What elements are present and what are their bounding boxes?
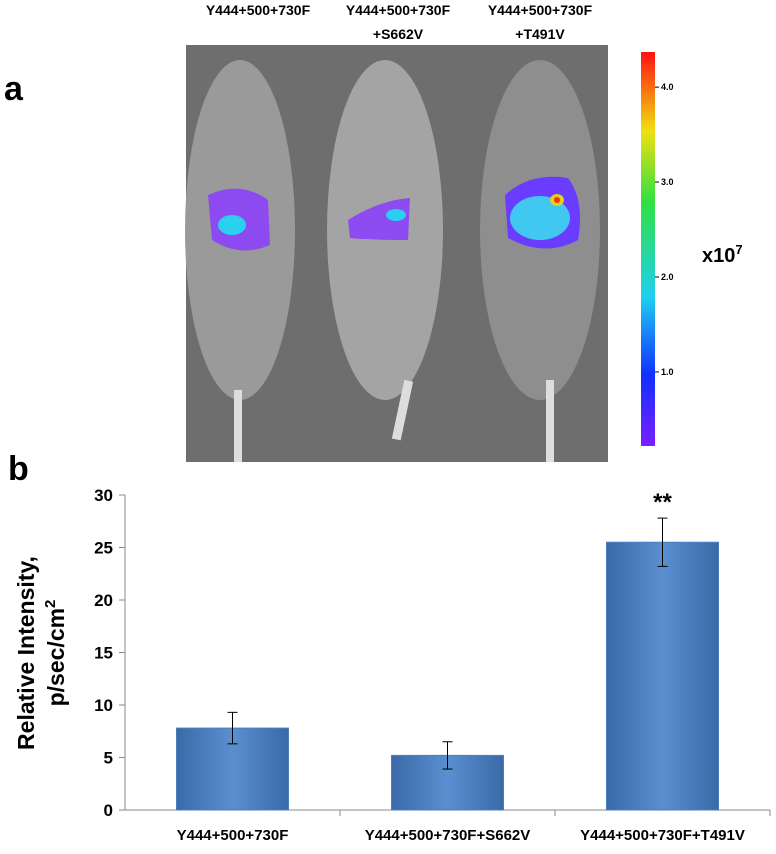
colorbar-unit: x107	[702, 242, 743, 267]
colorbar	[641, 52, 655, 446]
y-axis-label: p/sec/cm2	[42, 600, 69, 707]
y-tick-label: 15	[94, 644, 113, 663]
column-label: +S662V	[373, 26, 424, 42]
panel-label: b	[8, 450, 29, 488]
significance: **	[653, 489, 672, 516]
y-tick-label: 0	[104, 801, 113, 820]
x-tick-label: Y444+500+730F+T491V	[580, 827, 745, 844]
y-axis-label: Relative Intensity,	[13, 556, 39, 750]
bar	[606, 541, 719, 811]
y-tick-label: 25	[94, 539, 113, 558]
exponent: 7	[735, 242, 742, 257]
y-tick-label: 30	[94, 486, 113, 505]
x-tick-label: Y444+500+730F+S662V	[365, 827, 531, 844]
column-label: Y444+500+730F	[346, 2, 451, 18]
y-axis-label-text: p/sec/cm	[43, 608, 69, 706]
mouse-image	[185, 45, 608, 462]
y-tick-label: 10	[94, 696, 113, 715]
column-label: Y444+500+730F	[488, 2, 593, 18]
colorbar-tick-label: 4.0	[661, 82, 674, 92]
column-label: +T491V	[515, 26, 565, 42]
y-tick-label: 20	[94, 591, 113, 610]
unit: x10	[702, 245, 735, 267]
colorbar-tick-label: 2.0	[661, 272, 674, 282]
x-tick-label: Y444+500+730F	[177, 827, 289, 844]
panel-label: a	[4, 70, 24, 108]
y-tick-label: 5	[104, 749, 113, 768]
colorbar-tick-label: 3.0	[661, 177, 674, 187]
column-label: Y444+500+730F	[206, 2, 311, 18]
colorbar-tick-label: 1.0	[661, 367, 674, 377]
y-axis-label-superscript: 2	[42, 600, 59, 608]
